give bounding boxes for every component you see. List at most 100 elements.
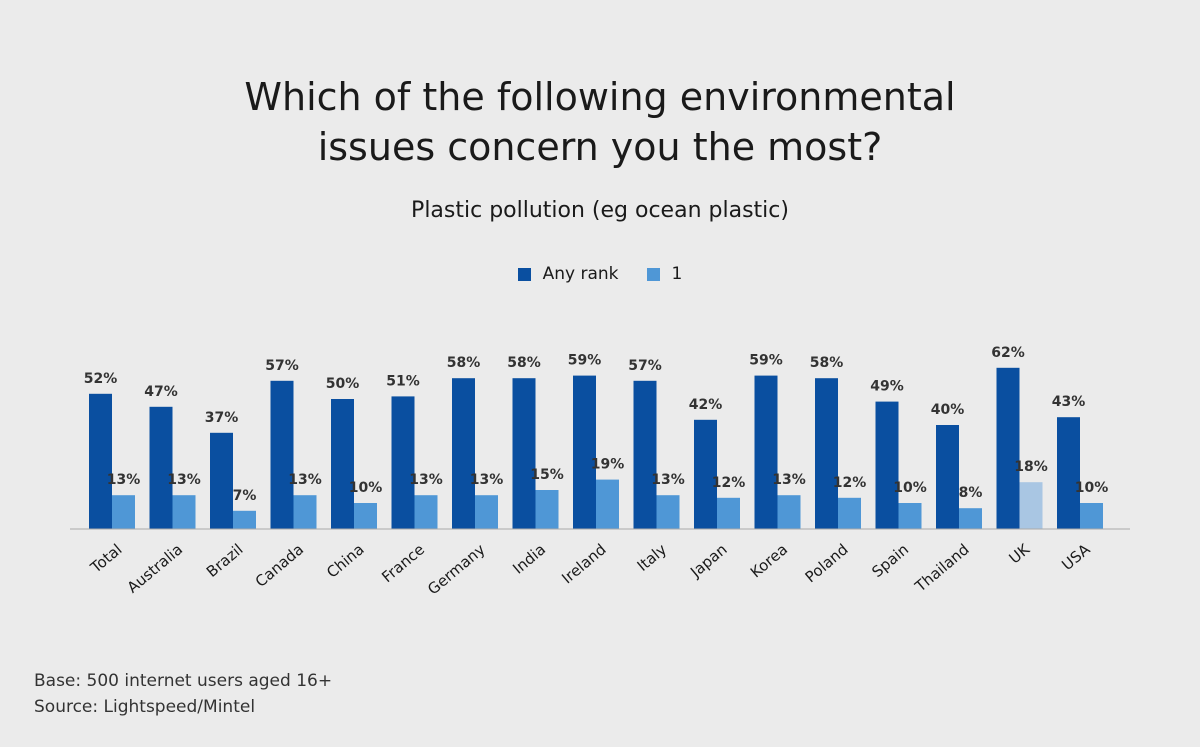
data-label-rank-1-uk: 18% xyxy=(1014,459,1048,475)
category-label-canada: Canada xyxy=(252,540,307,590)
data-label-rank-1-india: 15% xyxy=(530,467,564,483)
bar-rank-1-brazil xyxy=(233,510,256,529)
data-label-any-rank-japan: 42% xyxy=(689,397,723,413)
data-label-any-rank-china: 50% xyxy=(326,376,360,392)
bar-rank-1-canada xyxy=(293,495,317,529)
bar-rank-1-italy xyxy=(656,495,680,529)
data-label-any-rank-germany: 58% xyxy=(447,355,481,371)
bar-rank-1-australia xyxy=(172,495,196,529)
data-label-any-rank-korea: 59% xyxy=(749,353,783,369)
category-label-ireland: Ireland xyxy=(558,540,609,587)
bar-any-rank-australia xyxy=(149,406,173,529)
data-label-any-rank-ireland: 59% xyxy=(568,353,602,369)
data-label-rank-1-france: 13% xyxy=(409,472,443,488)
data-label-rank-1-australia: 13% xyxy=(167,472,201,488)
category-label-india: India xyxy=(509,540,549,577)
category-label-japan: Japan xyxy=(686,540,730,581)
bar-any-rank-italy xyxy=(633,380,657,529)
category-label-thailand: Thailand xyxy=(911,540,973,596)
category-label-germany: Germany xyxy=(424,540,488,598)
bar-any-rank-ireland xyxy=(573,375,596,529)
chart-subtitle: Plastic pollution (eg ocean plastic) xyxy=(411,198,789,223)
footer-base: Base: 500 internet users aged 16+ xyxy=(34,671,333,691)
bar-rank-1-germany xyxy=(475,495,498,529)
chart-legend: Any rank 1 xyxy=(0,264,1200,284)
bar-any-rank-india xyxy=(512,378,536,529)
bar-rank-1-poland xyxy=(838,497,861,529)
legend-swatch-rank-1 xyxy=(646,267,660,281)
chart-footer: Base: 500 internet users aged 16+ Source… xyxy=(34,668,332,720)
data-label-rank-1-korea: 13% xyxy=(772,472,806,488)
footer-source: Source: Lightspeed/Mintel xyxy=(34,697,256,717)
data-label-rank-1-poland: 12% xyxy=(833,475,867,491)
bar-any-rank-korea xyxy=(754,375,778,529)
category-label-australia: Australia xyxy=(124,540,186,596)
bar-any-rank-spain xyxy=(875,401,899,529)
bar-any-rank-germany xyxy=(452,378,475,529)
data-label-any-rank-australia: 47% xyxy=(144,384,178,400)
category-label-korea: Korea xyxy=(747,540,791,581)
data-label-any-rank-poland: 58% xyxy=(810,355,844,371)
data-label-any-rank-total: 52% xyxy=(84,371,118,387)
data-label-any-rank-thailand: 40% xyxy=(931,402,965,418)
chart-title-line-1: Which of the following environmental xyxy=(244,75,956,119)
data-label-rank-1-total: 13% xyxy=(107,472,141,488)
bar-any-rank-usa xyxy=(1057,417,1080,529)
legend-label-any-rank: Any rank xyxy=(542,264,619,284)
category-label-spain: Spain xyxy=(868,540,912,581)
data-label-rank-1-brazil: 7% xyxy=(233,488,257,504)
bar-any-rank-japan xyxy=(694,419,717,529)
bar-rank-1-spain xyxy=(898,503,922,529)
data-label-rank-1-japan: 12% xyxy=(712,475,746,491)
category-label-italy: Italy xyxy=(634,540,671,575)
data-label-rank-1-china: 10% xyxy=(349,480,383,496)
bar-any-rank-poland xyxy=(815,378,838,529)
bar-any-rank-uk xyxy=(996,367,1020,529)
bar-rank-1-korea xyxy=(777,495,801,529)
chart-title-line-2: issues concern you the most? xyxy=(317,125,883,169)
bar-rank-1-china xyxy=(354,503,377,529)
bar-rank-1-thailand xyxy=(959,508,982,529)
data-label-rank-1-canada: 13% xyxy=(288,472,322,488)
legend-item-any-rank: Any rank xyxy=(517,264,619,284)
category-label-poland: Poland xyxy=(802,540,852,586)
data-label-rank-1-italy: 13% xyxy=(651,472,685,488)
data-label-any-rank-canada: 57% xyxy=(265,358,299,374)
bar-any-rank-total xyxy=(89,393,112,529)
category-label-uk: UK xyxy=(1006,540,1034,568)
category-label-usa: USA xyxy=(1058,540,1094,574)
data-label-any-rank-india: 58% xyxy=(507,355,541,371)
data-label-any-rank-usa: 43% xyxy=(1052,394,1086,410)
data-label-any-rank-france: 51% xyxy=(386,373,420,389)
data-label-rank-1-thailand: 8% xyxy=(959,485,983,501)
category-label-total: Total xyxy=(86,540,125,577)
data-label-rank-1-germany: 13% xyxy=(470,472,504,488)
legend-swatch-any-rank xyxy=(517,267,531,281)
category-label-china: China xyxy=(323,540,367,581)
chart-title: Which of the following environmental iss… xyxy=(0,72,1200,172)
bar-any-rank-brazil xyxy=(210,432,233,529)
data-label-any-rank-italy: 57% xyxy=(628,358,662,374)
bar-rank-1-uk xyxy=(1019,482,1043,529)
bar-rank-1-india xyxy=(535,490,559,529)
data-label-rank-1-usa: 10% xyxy=(1075,480,1109,496)
data-label-rank-1-ireland: 19% xyxy=(591,457,625,473)
bar-rank-1-japan xyxy=(717,497,740,529)
data-label-any-rank-uk: 62% xyxy=(991,345,1025,361)
data-label-rank-1-spain: 10% xyxy=(893,480,927,496)
bar-any-rank-canada xyxy=(270,380,294,529)
data-label-any-rank-brazil: 37% xyxy=(205,410,239,426)
bar-rank-1-usa xyxy=(1080,503,1103,529)
bar-rank-1-total xyxy=(112,495,135,529)
legend-label-rank-1: 1 xyxy=(671,264,683,284)
legend-item-rank-1: 1 xyxy=(646,264,683,284)
bar-rank-1-ireland xyxy=(596,479,619,529)
bar-rank-1-france xyxy=(414,495,438,529)
category-label-france: France xyxy=(378,540,428,586)
data-label-any-rank-spain: 49% xyxy=(870,379,904,395)
bar-any-rank-china xyxy=(331,399,354,529)
bar-any-rank-thailand xyxy=(936,425,959,529)
category-label-brazil: Brazil xyxy=(203,540,247,581)
bar-any-rank-france xyxy=(391,396,415,529)
